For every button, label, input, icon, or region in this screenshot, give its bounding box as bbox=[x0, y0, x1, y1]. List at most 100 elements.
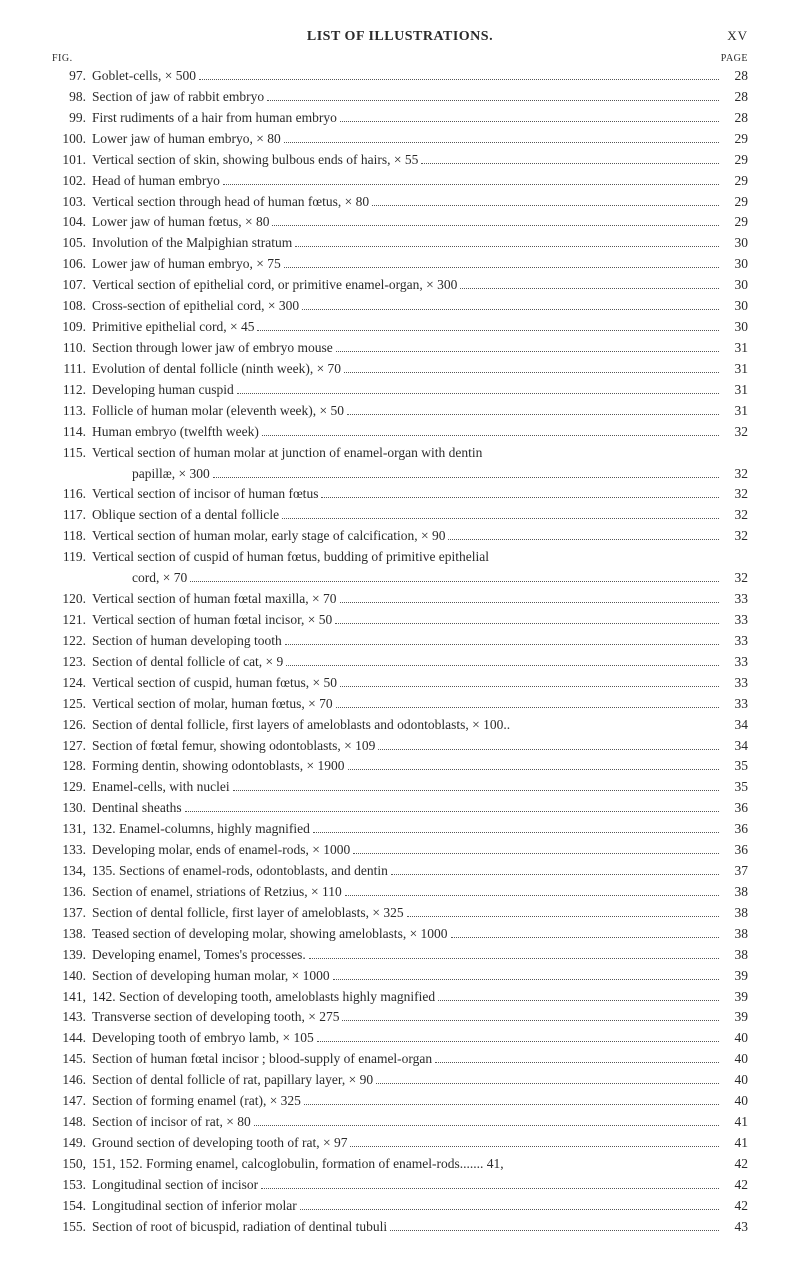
list-item: 122.Section of human developing tooth33 bbox=[52, 631, 748, 652]
list-item: 146.Section of dental follicle of rat, p… bbox=[52, 1070, 748, 1091]
illustration-desc: 151, 152. Forming enamel, calcoglobulin,… bbox=[92, 1154, 504, 1175]
roman-page-number: XV bbox=[688, 28, 748, 44]
illustration-desc: 132. Enamel-columns, highly magnified bbox=[92, 819, 310, 840]
illustration-desc: Vertical section of human fœtal maxilla,… bbox=[92, 589, 337, 610]
leader-dots bbox=[223, 184, 719, 185]
page-number: 33 bbox=[722, 652, 748, 673]
list-item: 110.Section through lower jaw of embryo … bbox=[52, 338, 748, 359]
page-number: 31 bbox=[722, 359, 748, 380]
leader-dots bbox=[257, 330, 719, 331]
illustration-desc: Forming dentin, showing odontoblasts, × … bbox=[92, 756, 345, 777]
list-item: 150,151, 152. Forming enamel, calcoglobu… bbox=[52, 1154, 748, 1175]
leader-dots bbox=[317, 1041, 719, 1042]
fig-number: 138. bbox=[52, 924, 92, 945]
illustration-desc: Evolution of dental follicle (ninth week… bbox=[92, 359, 341, 380]
illustration-desc: Section of enamel, striations of Retzius… bbox=[92, 882, 342, 903]
leader-dots bbox=[340, 121, 719, 122]
page-number: 36 bbox=[722, 798, 748, 819]
list-item: 155.Section of root of bicuspid, radiati… bbox=[52, 1217, 748, 1238]
leader-dots bbox=[376, 1083, 719, 1084]
illustration-desc: Section of root of bicuspid, radiation o… bbox=[92, 1217, 387, 1238]
leader-dots bbox=[347, 414, 719, 415]
page-number: 32 bbox=[722, 484, 748, 505]
fig-number: 101. bbox=[52, 150, 92, 171]
header-row: LIST OF ILLUSTRATIONS. XV bbox=[52, 28, 748, 45]
leader-dots bbox=[302, 309, 719, 310]
page-number: 33 bbox=[722, 673, 748, 694]
illustration-desc: Vertical section through head of human f… bbox=[92, 192, 369, 213]
page-number: 36 bbox=[722, 840, 748, 861]
fig-number: 130. bbox=[52, 798, 92, 819]
fig-number: 115. bbox=[52, 443, 92, 464]
fig-number: 150, bbox=[52, 1154, 92, 1175]
page-number: 34 bbox=[722, 715, 748, 736]
page: LIST OF ILLUSTRATIONS. XV FIG. PAGE 97.G… bbox=[0, 0, 800, 1266]
list-item: 108.Cross-section of epithelial cord, × … bbox=[52, 296, 748, 317]
leader-dots bbox=[372, 205, 719, 206]
page-number: 31 bbox=[722, 380, 748, 401]
list-item: 104.Lower jaw of human fœtus, × 8029 bbox=[52, 212, 748, 233]
page-number: 35 bbox=[722, 756, 748, 777]
fig-number: 141, bbox=[52, 987, 92, 1008]
illustration-desc: Longitudinal section of incisor bbox=[92, 1175, 258, 1196]
list-item: 117.Oblique section of a dental follicle… bbox=[52, 505, 748, 526]
list-item: 105.Involution of the Malpighian stratum… bbox=[52, 233, 748, 254]
fig-number: 133. bbox=[52, 840, 92, 861]
list-item: 130.Dentinal sheaths36 bbox=[52, 798, 748, 819]
list-item: 136.Section of enamel, striations of Ret… bbox=[52, 882, 748, 903]
list-item: 139.Developing enamel, Tomes's processes… bbox=[52, 945, 748, 966]
illustration-desc: Vertical section of skin, showing bulbou… bbox=[92, 150, 418, 171]
illustration-desc: Ground section of developing tooth of ra… bbox=[92, 1133, 347, 1154]
page-number: 36 bbox=[722, 819, 748, 840]
illustration-desc: Goblet-cells, × 500 bbox=[92, 66, 196, 87]
list-item: 143.Transverse section of developing too… bbox=[52, 1007, 748, 1028]
illustration-desc: Section of forming enamel (rat), × 325 bbox=[92, 1091, 301, 1112]
leader-dots bbox=[237, 393, 719, 394]
leader-dots bbox=[282, 518, 719, 519]
page-number: 33 bbox=[722, 589, 748, 610]
leader-dots bbox=[262, 435, 719, 436]
page-number: 31 bbox=[722, 401, 748, 422]
page-number: 40 bbox=[722, 1049, 748, 1070]
page-title: LIST OF ILLUSTRATIONS. bbox=[112, 29, 688, 45]
fig-number: 129. bbox=[52, 777, 92, 798]
fig-number: 146. bbox=[52, 1070, 92, 1091]
fig-number: 98. bbox=[52, 87, 92, 108]
leader-dots bbox=[350, 1146, 719, 1147]
leader-dots bbox=[300, 1209, 719, 1210]
leader-dots bbox=[286, 665, 719, 666]
fig-number: 136. bbox=[52, 882, 92, 903]
page-number: 32 bbox=[722, 422, 748, 443]
illustration-desc: Section of jaw of rabbit embryo bbox=[92, 87, 264, 108]
leader-dots bbox=[438, 1000, 719, 1001]
leader-dots bbox=[295, 246, 719, 247]
page-number: 40 bbox=[722, 1091, 748, 1112]
illustration-desc: Developing human cuspid bbox=[92, 380, 234, 401]
illustration-desc: Involution of the Malpighian stratum bbox=[92, 233, 292, 254]
list-item: 111.Evolution of dental follicle (ninth … bbox=[52, 359, 748, 380]
page-number: 42 bbox=[722, 1175, 748, 1196]
page-number: 38 bbox=[722, 882, 748, 903]
page-number: 42 bbox=[722, 1196, 748, 1217]
fig-number: 104. bbox=[52, 212, 92, 233]
list-item: 145.Section of human fœtal incisor ; blo… bbox=[52, 1049, 748, 1070]
leader-dots bbox=[407, 916, 719, 917]
leader-dots bbox=[353, 853, 719, 854]
page-number: 31 bbox=[722, 338, 748, 359]
fig-number: 144. bbox=[52, 1028, 92, 1049]
fig-number: 131, bbox=[52, 819, 92, 840]
illustration-desc: 142. Section of developing tooth, amelob… bbox=[92, 987, 435, 1008]
col-label-page: PAGE bbox=[708, 53, 748, 64]
illustration-desc: Vertical section of human molar, early s… bbox=[92, 526, 445, 547]
fig-number: 112. bbox=[52, 380, 92, 401]
list-item: 103.Vertical section through head of hum… bbox=[52, 192, 748, 213]
list-item: 118.Vertical section of human molar, ear… bbox=[52, 526, 748, 547]
list-item: 120.Vertical section of human fœtal maxi… bbox=[52, 589, 748, 610]
list-item: 97.Goblet-cells, × 50028 bbox=[52, 66, 748, 87]
leader-dots bbox=[340, 686, 719, 687]
fig-number: 119. bbox=[52, 547, 92, 568]
list-item: 137.Section of dental follicle, first la… bbox=[52, 903, 748, 924]
list-item: 123.Section of dental follicle of cat, ×… bbox=[52, 652, 748, 673]
illustration-desc-line1: Vertical section of cuspid of human fœtu… bbox=[92, 547, 748, 568]
illustration-desc: Lower jaw of human embryo, × 80 bbox=[92, 129, 281, 150]
